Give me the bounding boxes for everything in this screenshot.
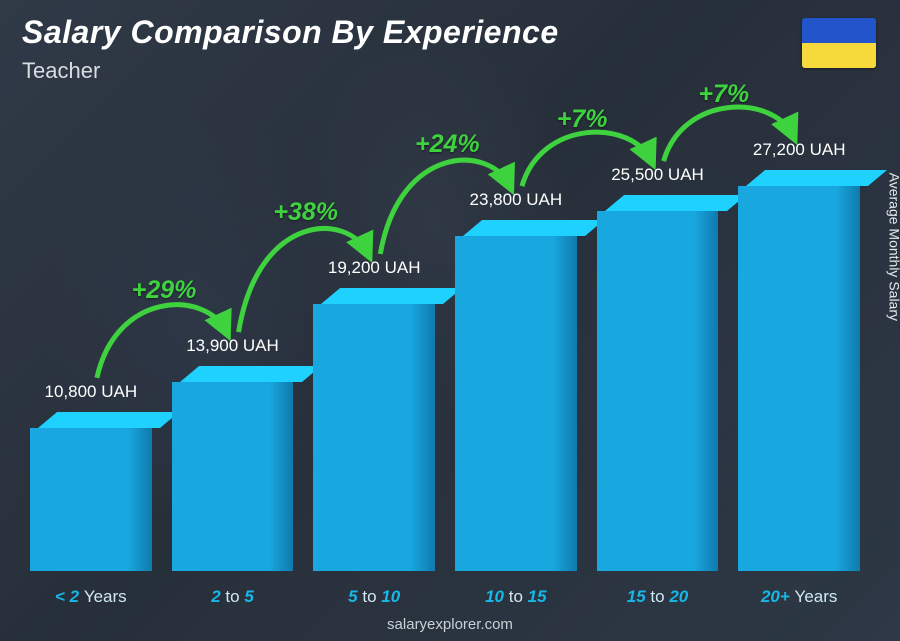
- footer-credit: salaryexplorer.com: [0, 616, 900, 633]
- bar: [30, 412, 152, 571]
- bar-value-label: 23,800 UAH: [470, 190, 563, 210]
- flag-bottom-stripe: [802, 43, 876, 68]
- bar-value-label: 25,500 UAH: [611, 165, 704, 185]
- y-axis-label: Average Monthly Salary: [886, 172, 900, 320]
- bar-top-face: [38, 412, 179, 428]
- x-axis-label: < 2 Years: [30, 587, 152, 607]
- bar-front-face: [313, 304, 435, 571]
- growth-pct-label: +7%: [698, 80, 749, 109]
- bar-top-face: [463, 220, 604, 236]
- page-title: Salary Comparison By Experience: [22, 14, 559, 51]
- bar-front-face: [455, 236, 577, 571]
- x-axis-label: 2 to 5: [172, 587, 294, 607]
- bar-top-face: [605, 195, 746, 211]
- bar: [455, 220, 577, 571]
- bar-top-face: [321, 288, 462, 304]
- bar-group: 27,200 UAH: [738, 140, 860, 571]
- flag-ukraine: [802, 18, 876, 68]
- x-axis-label: 5 to 10: [313, 587, 435, 607]
- bar: [313, 288, 435, 571]
- bar-group: 19,200 UAH: [313, 258, 435, 571]
- bar-value-label: 10,800 UAH: [45, 382, 138, 402]
- bar-value-label: 13,900 UAH: [186, 336, 279, 356]
- bar: [597, 195, 719, 571]
- chart-container: Salary Comparison By Experience Teacher …: [0, 0, 900, 641]
- bar-chart: 10,800 UAH 13,900 UAH 19,200 UAH 23,800 UAH…: [30, 120, 860, 571]
- flag-top-stripe: [802, 18, 876, 43]
- bar-front-face: [597, 211, 719, 571]
- bar-value-label: 27,200 UAH: [753, 140, 846, 160]
- bar-group: 13,900 UAH: [172, 336, 294, 571]
- bar-front-face: [738, 186, 860, 571]
- bar-value-label: 19,200 UAH: [328, 258, 421, 278]
- bar-front-face: [172, 382, 294, 571]
- bar-top-face: [180, 366, 321, 382]
- page-subtitle: Teacher: [22, 58, 100, 84]
- x-axis-label: 20+ Years: [738, 587, 860, 607]
- x-axis: < 2 Years 2 to 5 5 to 10 10 to 15 15 to 20 20…: [30, 587, 860, 607]
- x-axis-label: 15 to 20: [597, 587, 719, 607]
- bar-group: 23,800 UAH: [455, 190, 577, 571]
- bar: [738, 170, 860, 571]
- bar: [172, 366, 294, 571]
- bar-group: 10,800 UAH: [30, 382, 152, 571]
- bar-front-face: [30, 428, 152, 571]
- x-axis-label: 10 to 15: [455, 587, 577, 607]
- bar-top-face: [746, 170, 887, 186]
- bar-group: 25,500 UAH: [597, 165, 719, 571]
